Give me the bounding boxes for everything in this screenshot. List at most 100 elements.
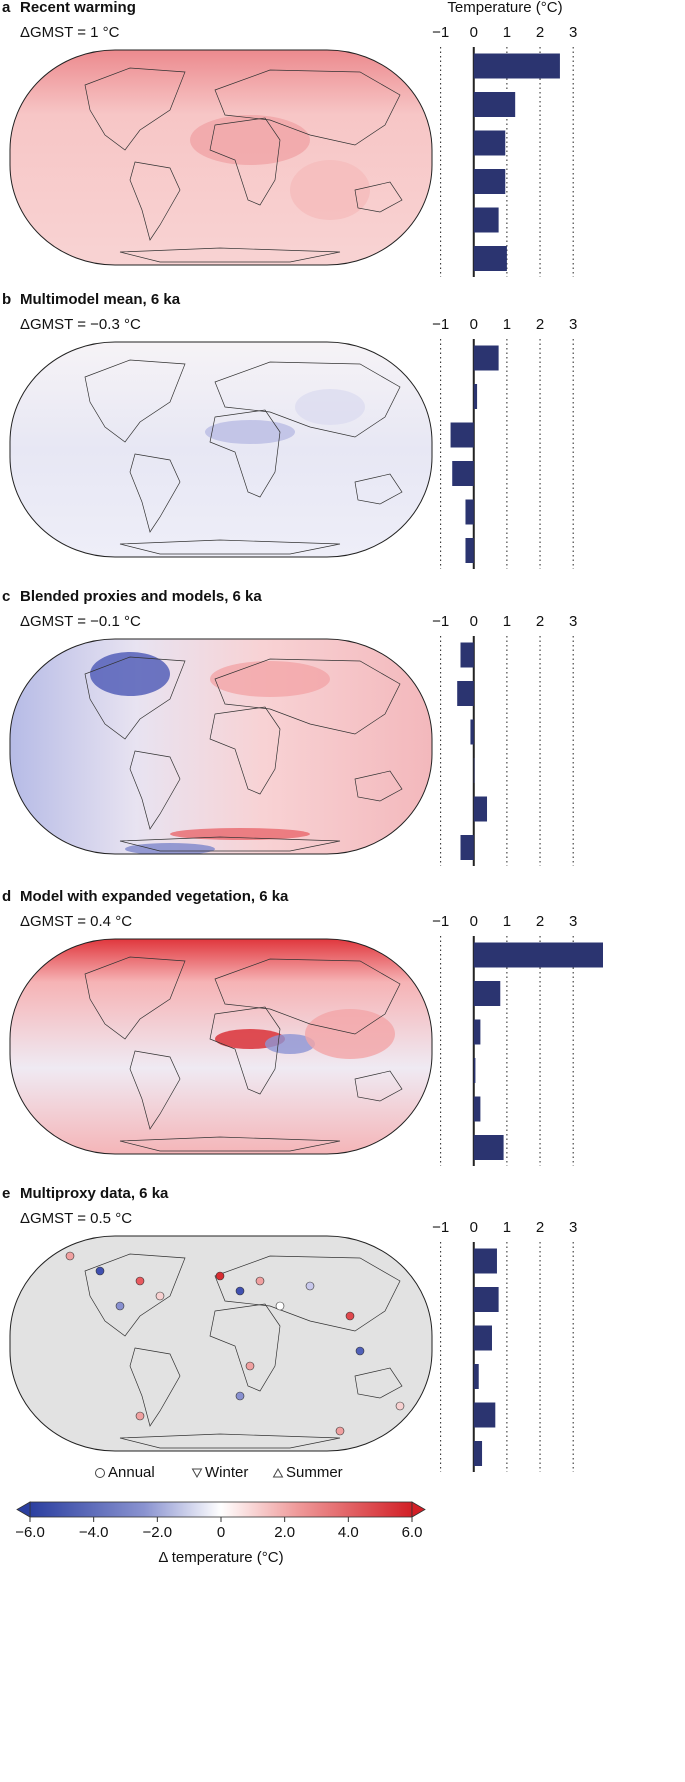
- colorbar-tick-label: 4.0: [338, 1524, 359, 1541]
- continent-outline: [84, 359, 186, 443]
- bar: [473, 1364, 479, 1389]
- x-tick-label: 2: [536, 316, 544, 333]
- bar: [457, 681, 474, 706]
- x-tick-label: −1: [432, 1219, 449, 1236]
- x-tick-label: −1: [432, 613, 449, 630]
- panel-subtitle: ΔGMST = −0.1 °C: [20, 613, 141, 630]
- continent-outline: [129, 1050, 181, 1130]
- continent-outline: [84, 1253, 186, 1337]
- map: [9, 1235, 433, 1452]
- map-anomaly: [210, 661, 330, 697]
- bar: [473, 130, 506, 156]
- map-border: [9, 938, 433, 1155]
- x-tick-label: 3: [569, 316, 577, 333]
- bar: [473, 1325, 492, 1351]
- colorbar-tick-label: −4.0: [79, 1524, 109, 1541]
- bar: [452, 461, 474, 486]
- bar: [473, 169, 506, 194]
- proxy-site: [345, 1311, 355, 1321]
- continent-outline: [129, 1347, 181, 1427]
- bar: [473, 981, 501, 1006]
- proxy-site: [215, 1271, 225, 1281]
- bar: [473, 1135, 504, 1160]
- x-tick-label: 0: [470, 613, 478, 630]
- x-axis-title: Temperature (°C): [447, 0, 562, 16]
- proxy-site: [155, 1291, 165, 1301]
- colorbar-extend: [16, 1501, 31, 1518]
- map: [9, 638, 433, 855]
- continent-outline: [354, 1070, 403, 1102]
- proxy-site: [395, 1401, 405, 1411]
- panel-letter: c: [2, 588, 10, 605]
- x-tick-label: −1: [432, 24, 449, 41]
- x-tick-label: 1: [503, 913, 511, 930]
- map-fill: [10, 342, 432, 557]
- panel-letter: b: [2, 291, 11, 308]
- proxy-site: [355, 1346, 365, 1356]
- colorbar-tick-label: 6.0: [402, 1524, 423, 1541]
- proxy-site: [95, 1266, 105, 1276]
- x-tick-label: −1: [432, 913, 449, 930]
- continent-outline: [214, 958, 401, 1035]
- panel-title: Model with expanded vegetation, 6 ka: [20, 888, 289, 905]
- x-tick-label: −1: [432, 316, 449, 333]
- legend-symbol: [95, 1468, 105, 1478]
- bar: [473, 246, 507, 271]
- legend-symbol: [191, 1468, 203, 1479]
- x-tick-label: 1: [503, 316, 511, 333]
- continent-outline: [209, 409, 281, 498]
- proxy-site: [235, 1286, 245, 1296]
- continent-outline: [119, 1433, 341, 1449]
- continent-outline: [354, 181, 403, 213]
- map: [9, 938, 433, 1155]
- bar: [465, 499, 474, 525]
- bar: [473, 92, 516, 117]
- x-tick-label: 0: [470, 316, 478, 333]
- map-border: [9, 49, 433, 266]
- bar: [460, 642, 474, 668]
- bar: [473, 1248, 497, 1274]
- colorbar-label: Δ temperature (°C): [158, 1549, 283, 1566]
- colorbar-tick-label: 2.0: [274, 1524, 295, 1541]
- bar: [470, 719, 474, 745]
- legend-label: Annual: [108, 1464, 155, 1481]
- map-fill: [10, 639, 432, 854]
- bar: [450, 422, 474, 448]
- map-anomaly: [190, 115, 310, 165]
- panel-title: Blended proxies and models, 6 ka: [20, 588, 262, 605]
- colorbar-tick-label: −2.0: [143, 1524, 173, 1541]
- x-tick-label: 0: [470, 24, 478, 41]
- bar: [473, 1441, 483, 1466]
- map-border: [9, 1235, 433, 1452]
- continent-outline: [354, 473, 403, 505]
- x-tick-label: 3: [569, 913, 577, 930]
- x-tick-label: 1: [503, 24, 511, 41]
- continent-outline: [129, 453, 181, 533]
- panel-subtitle: ΔGMST = −0.3 °C: [20, 316, 141, 333]
- continent-outline: [119, 539, 341, 555]
- proxy-site: [245, 1361, 255, 1371]
- continent-outline: [84, 67, 186, 151]
- map-fill: [10, 1236, 432, 1451]
- continent-outline: [84, 956, 186, 1040]
- map-anomaly: [170, 828, 310, 840]
- bar: [473, 207, 499, 233]
- continent-outline: [209, 1303, 281, 1392]
- bar: [465, 538, 474, 563]
- bar: [473, 53, 560, 79]
- map-fill: [10, 50, 432, 265]
- legend-symbol: [272, 1467, 284, 1478]
- proxy-site: [65, 1251, 75, 1261]
- map-border: [9, 638, 433, 855]
- continent-outline: [354, 770, 403, 802]
- map-anomaly: [305, 1009, 395, 1059]
- x-tick-label: 2: [536, 913, 544, 930]
- bar: [473, 1402, 496, 1428]
- x-tick-label: 2: [536, 24, 544, 41]
- panel-subtitle: ΔGMST = 1 °C: [20, 24, 120, 41]
- legend-label: Summer: [286, 1464, 343, 1481]
- proxy-site: [115, 1301, 125, 1311]
- proxy-site: [275, 1301, 285, 1311]
- legend-label: Winter: [205, 1464, 248, 1481]
- panel-letter: d: [2, 888, 11, 905]
